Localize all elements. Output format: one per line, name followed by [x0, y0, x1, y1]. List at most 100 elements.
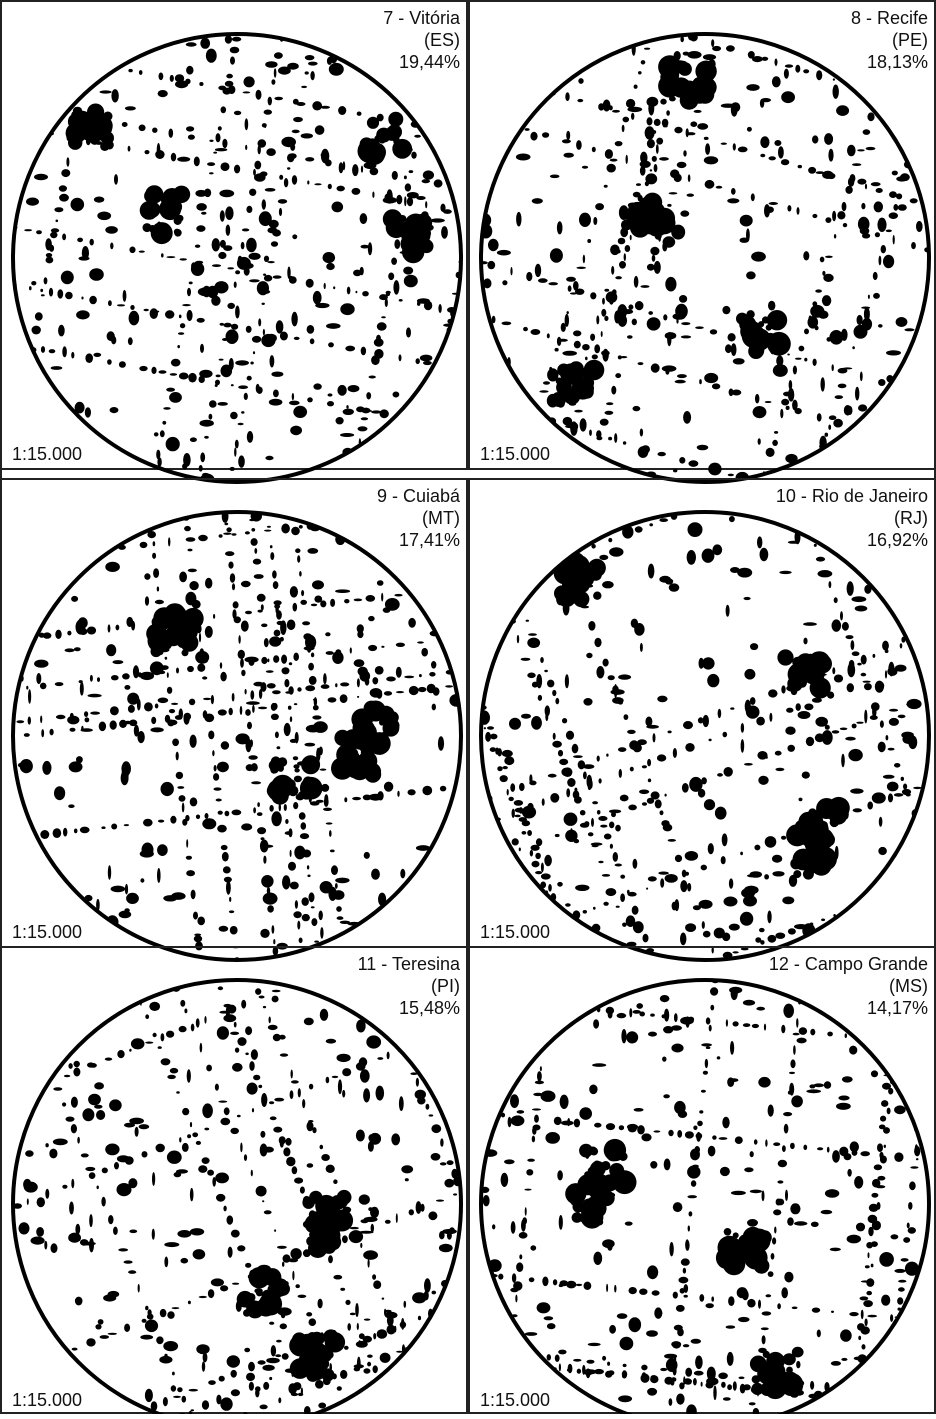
tree-patch [772, 440, 778, 446]
tree-patch [608, 1370, 615, 1375]
tree-patch [213, 152, 217, 154]
tree-patch [550, 793, 559, 803]
tree-patch [240, 658, 244, 668]
tree-patch [65, 292, 73, 299]
tree-cluster [156, 648, 164, 656]
tree-patch [261, 624, 267, 628]
tree-patch [682, 783, 689, 793]
tree-patch [44, 1241, 47, 1250]
tree-patch [431, 661, 436, 669]
tree-patch [159, 1356, 172, 1364]
tree-patch [701, 1043, 712, 1046]
tree-patch [87, 1062, 95, 1067]
tree-cluster [324, 1205, 332, 1213]
tree-patch [246, 739, 252, 753]
tree-patch [762, 1190, 765, 1201]
tree-patch [275, 732, 279, 739]
tree-patch [844, 405, 852, 416]
tree-patch [795, 358, 802, 360]
tree-patch [613, 852, 618, 862]
tree-patch [88, 1094, 101, 1106]
tree-patch [871, 1264, 874, 1268]
tree-patch [328, 1255, 333, 1263]
tree-patch [872, 792, 886, 803]
tree-patch [253, 807, 256, 813]
tree-patch [161, 1033, 165, 1041]
tree-patch [722, 833, 728, 846]
tree-patch [384, 782, 393, 792]
tree-patch [602, 298, 605, 305]
tree-patch [868, 295, 870, 299]
tree-cluster [301, 755, 320, 774]
tree-patch [326, 651, 334, 655]
tree-patch [241, 823, 252, 830]
tree-patch [806, 737, 814, 746]
tree-patch [833, 78, 835, 80]
tree-patch [572, 744, 579, 754]
tree-patch [396, 1213, 398, 1223]
tree-patch [438, 304, 441, 313]
tree-cluster [733, 1232, 739, 1238]
tree-patch [838, 1096, 849, 1101]
tree-patch [329, 63, 344, 76]
tree-patch [298, 1295, 307, 1298]
tree-patch [532, 1136, 535, 1143]
tree-patch [41, 346, 45, 353]
tree-patch [833, 85, 839, 99]
tree-patch [675, 855, 682, 862]
tree-patch [827, 337, 832, 342]
tree-patch [409, 1209, 414, 1215]
tree-patch [261, 682, 267, 692]
tree-patch [824, 1081, 831, 1088]
tree-patch [431, 1124, 441, 1133]
tree-cluster [367, 754, 374, 761]
tree-patch [654, 261, 661, 274]
tree-patch [436, 1200, 444, 1202]
tree-patch [755, 394, 759, 404]
tree-patch [408, 789, 416, 795]
tree-patch [393, 280, 399, 295]
tree-patch [204, 1128, 209, 1131]
tree-patch [82, 246, 89, 260]
tree-patch [832, 667, 835, 674]
tree-patch [252, 705, 255, 713]
tree-patch [749, 1402, 756, 1405]
tree-patch [567, 778, 575, 787]
state-code: (MS) [889, 976, 928, 996]
tree-patch [194, 935, 202, 942]
tree-patch [231, 384, 234, 386]
tree-patch [88, 694, 102, 698]
tree-patch [555, 698, 559, 704]
tree-cluster [71, 111, 93, 133]
tree-patch [274, 52, 283, 59]
tree-patch [328, 184, 332, 189]
tree-patch [254, 161, 261, 170]
tree-patch [340, 694, 348, 703]
tree-patch [647, 798, 654, 804]
tree-patch [330, 850, 335, 853]
tree-cluster [174, 229, 180, 235]
tree-patch [847, 683, 854, 692]
tree-patch [94, 197, 104, 203]
tree-patch [579, 213, 591, 227]
tree-patch [207, 162, 215, 166]
tree-patch [695, 326, 704, 329]
tree-patch [733, 1381, 737, 1390]
tree-patch [274, 630, 281, 637]
tree-patch [272, 925, 275, 934]
tree-patch [230, 573, 235, 582]
tree-patch [53, 828, 62, 838]
tree-patch [880, 720, 884, 727]
tree-patch [245, 1263, 251, 1268]
tree-patch [89, 1214, 93, 1227]
tree-patch [592, 354, 598, 359]
tree-patch [237, 1245, 245, 1251]
tree-patch [195, 941, 203, 950]
tree-patch [281, 524, 290, 534]
tree-patch [860, 372, 863, 382]
tree-patch [219, 534, 223, 538]
tree-patch [326, 1165, 335, 1173]
tree-patch [664, 1009, 669, 1022]
tree-patch [647, 759, 651, 766]
tree-patch [364, 852, 370, 859]
